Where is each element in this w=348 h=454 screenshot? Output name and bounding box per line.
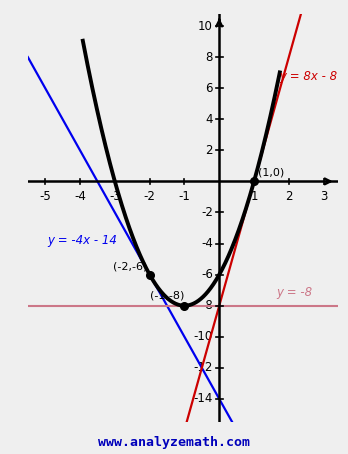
Text: 6: 6: [205, 82, 213, 95]
Text: (-1,-8): (-1,-8): [150, 291, 184, 301]
Text: (-2,-6): (-2,-6): [113, 262, 148, 272]
Text: 10: 10: [198, 20, 213, 33]
Text: y = -4x - 14: y = -4x - 14: [47, 233, 117, 247]
Text: -1: -1: [179, 190, 190, 203]
Text: (1,0): (1,0): [258, 168, 284, 178]
Text: 4: 4: [205, 113, 213, 126]
Text: www.analyzemath.com: www.analyzemath.com: [98, 436, 250, 449]
Text: -6: -6: [201, 268, 213, 281]
Text: -12: -12: [193, 361, 213, 375]
Text: y = -8: y = -8: [277, 286, 313, 299]
Text: -10: -10: [194, 330, 213, 343]
Text: 3: 3: [320, 190, 327, 203]
Text: -5: -5: [39, 190, 51, 203]
Text: 1: 1: [250, 190, 258, 203]
Text: y = 8x - 8: y = 8x - 8: [279, 70, 337, 84]
Text: 8: 8: [206, 51, 213, 64]
Text: 2: 2: [285, 190, 293, 203]
Text: -2: -2: [144, 190, 156, 203]
Text: -3: -3: [109, 190, 121, 203]
Text: 2: 2: [205, 144, 213, 157]
Text: -2: -2: [201, 206, 213, 219]
Text: -8: -8: [201, 299, 213, 312]
Text: -14: -14: [193, 392, 213, 405]
Text: -4: -4: [201, 237, 213, 250]
Text: -4: -4: [74, 190, 86, 203]
